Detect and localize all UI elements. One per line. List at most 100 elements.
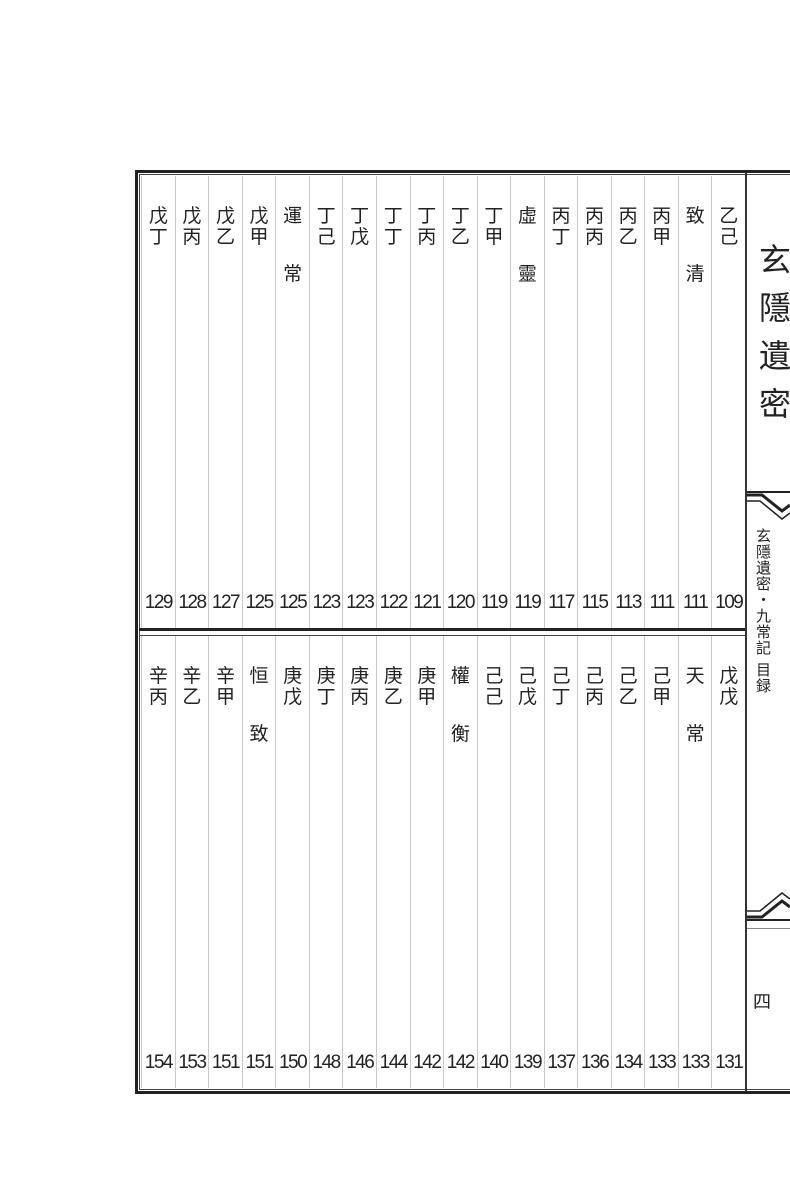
- section-title: 庚乙: [377, 666, 410, 708]
- title-char: 丁: [551, 686, 571, 708]
- title-char: 丙: [585, 226, 605, 248]
- section-title: 己丙: [578, 666, 611, 708]
- title-char: 己: [551, 665, 571, 687]
- section-title: 庚戊: [276, 666, 309, 708]
- toc-entry: 戊乙 127: [208, 176, 242, 628]
- toc-entry: 丁己 123: [308, 176, 343, 628]
- title-char: 戊: [719, 686, 739, 708]
- toc-entry: 戊丙 128: [174, 176, 209, 628]
- page-ref: 113: [615, 592, 642, 613]
- page-ref: 133: [648, 1052, 677, 1073]
- page-ref: 133: [681, 1052, 711, 1073]
- title-char: 庚: [316, 665, 336, 687]
- title-char: 常: [685, 723, 705, 745]
- title-char: 丙: [551, 205, 571, 227]
- title-char: 丁: [383, 226, 403, 248]
- toc-entry: 致清 111: [677, 176, 712, 628]
- title-char: 辛: [215, 665, 235, 687]
- page-ref: 109: [715, 592, 744, 613]
- toc-entry: 己己 140: [476, 636, 511, 1088]
- title-char: 丁: [551, 226, 571, 248]
- section-title: 戊丙: [176, 206, 209, 248]
- section-title: 辛甲: [209, 666, 242, 708]
- toc-entry: 庚丙 146: [342, 636, 376, 1088]
- section-title: 丁己: [310, 206, 343, 248]
- title-char: 乙: [450, 226, 470, 248]
- toc-entry: 辛乙 153: [174, 636, 209, 1088]
- toc-entry: 己甲 133: [644, 636, 678, 1088]
- section-title: 丁戊: [343, 206, 376, 248]
- title-char: 丙: [652, 205, 672, 227]
- title-char: 乙: [719, 205, 739, 227]
- title-char: 乙: [383, 686, 403, 708]
- section-title: 己丁: [545, 666, 578, 708]
- page-ref: 127: [211, 592, 241, 613]
- title-char: 丁: [450, 205, 470, 227]
- title-char: 戊: [182, 205, 202, 227]
- title-char: 己: [484, 665, 504, 687]
- title-char: 甲: [249, 226, 269, 248]
- title-char: 丙: [585, 205, 605, 227]
- toc-bottom-row: 戊戊 131 天常 133 己甲 133 己乙 134 己丙 136 己丁 137 己戊 139 己己 140…: [141, 636, 745, 1088]
- title-char: 乙: [182, 686, 202, 708]
- title-char: 乙: [618, 686, 638, 708]
- toc-entry: 庚甲 142: [409, 636, 444, 1088]
- inner-frame: [139, 174, 790, 1090]
- toc-entry: 丙丙 115: [577, 176, 611, 628]
- toc-top-row: 乙己 109 致清 111 丙甲 111 丙乙 113 丙丙 115 丙丁 117 虛靈 119 丁甲 119…: [141, 176, 745, 628]
- title-char: 戊: [249, 205, 269, 227]
- title-char: 戊: [215, 205, 235, 227]
- toc-entry: 丙甲 111: [644, 176, 678, 628]
- title-char: 清: [685, 263, 705, 285]
- title-banner: 玄隱遺密・九常記 目録: [747, 491, 790, 921]
- page-ref: 153: [178, 1052, 207, 1073]
- title-char: 丁: [316, 686, 336, 708]
- toc-entry: 天常 133: [677, 636, 712, 1088]
- title-char: 丁: [148, 226, 168, 248]
- title-char: 戊: [719, 665, 739, 687]
- title-char: 乙: [618, 226, 638, 248]
- outer-frame: [135, 170, 790, 1094]
- toc-entry: 辛甲 151: [208, 636, 242, 1088]
- section-title: 丙乙: [612, 206, 645, 248]
- chapter-heading: 運常: [276, 206, 309, 322]
- toc-entry: 己戊 139: [510, 636, 544, 1088]
- title-char: 庚: [283, 665, 303, 687]
- title-char: 甲: [484, 226, 504, 248]
- section-title: 丙丁: [545, 206, 578, 248]
- title-char: 丙: [350, 686, 370, 708]
- page-ref: 137: [547, 1052, 576, 1073]
- section-title: 丙丙: [578, 206, 611, 248]
- toc-entry: 己丙 136: [577, 636, 611, 1088]
- section-title: 丁丁: [377, 206, 410, 248]
- toc-entry: 戊丁 129: [141, 176, 175, 628]
- title-char: 天: [685, 665, 705, 687]
- section-title: 戊甲: [243, 206, 276, 248]
- toc-entry: 恒致 151: [241, 636, 276, 1088]
- page-ref: 125: [278, 592, 308, 613]
- page-ref: 134: [614, 1052, 643, 1073]
- title-char: 戊: [283, 686, 303, 708]
- title-char: 己: [719, 226, 739, 248]
- page-ref: 121: [413, 592, 442, 613]
- toc-entry: 己丁 137: [543, 636, 578, 1088]
- toc-entry: 辛丙 154: [141, 636, 175, 1088]
- section-title: 戊丁: [142, 206, 175, 248]
- title-char: 丙: [182, 226, 202, 248]
- title-char: 權: [450, 665, 470, 687]
- page-ref: 125: [245, 592, 274, 613]
- toc-entry: 戊戊 131: [711, 636, 745, 1088]
- section-title: 己戊: [511, 666, 544, 708]
- title-char: 戊: [148, 205, 168, 227]
- title-char: 己: [652, 665, 672, 687]
- page-ref: 129: [144, 592, 174, 613]
- toc-entry: 己乙 134: [610, 636, 645, 1088]
- title-char: 丙: [585, 686, 605, 708]
- toc-entry: 丁甲 119: [476, 176, 511, 628]
- toc-entry: 運常 125: [275, 176, 309, 628]
- title-char: 甲: [652, 226, 672, 248]
- toc-entry: 庚丁 148: [308, 636, 343, 1088]
- title-char: 甲: [215, 686, 235, 708]
- section-title: 己己: [478, 666, 511, 708]
- page-ref: 123: [346, 592, 375, 613]
